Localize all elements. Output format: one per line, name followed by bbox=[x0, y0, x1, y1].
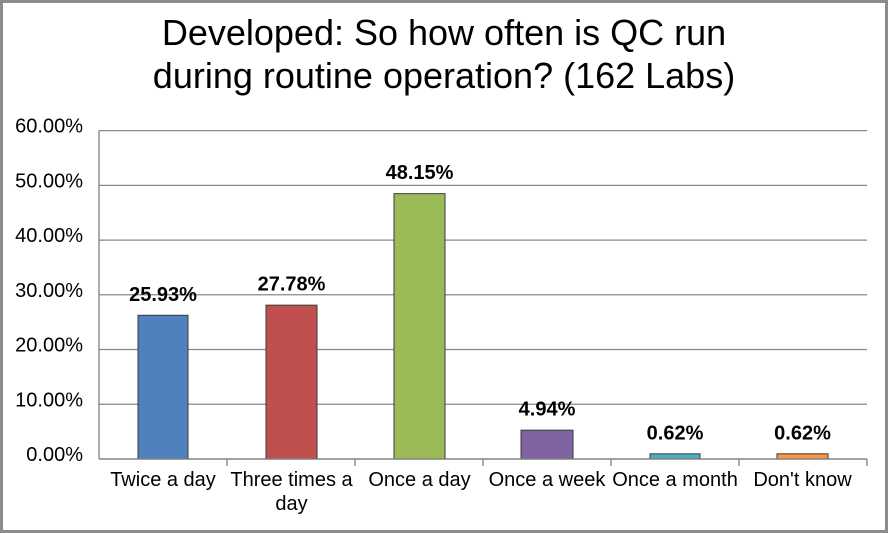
svg-text:10.00%: 10.00% bbox=[15, 389, 83, 411]
svg-text:Once a week: Once a week bbox=[489, 469, 607, 491]
svg-text:30.00%: 30.00% bbox=[15, 280, 83, 302]
svg-text:0.62%: 0.62% bbox=[647, 422, 704, 444]
svg-text:50.00%: 50.00% bbox=[15, 170, 83, 192]
svg-text:27.78%: 27.78% bbox=[258, 274, 326, 296]
svg-text:60.00%: 60.00% bbox=[15, 116, 83, 138]
svg-text:40.00%: 40.00% bbox=[15, 225, 83, 247]
svg-text:Once a month: Once a month bbox=[612, 469, 738, 491]
svg-text:20.00%: 20.00% bbox=[15, 335, 83, 357]
svg-text:25.93%: 25.93% bbox=[129, 284, 197, 306]
svg-text:Don't know: Don't know bbox=[753, 469, 852, 491]
svg-text:Once a day: Once a day bbox=[368, 469, 470, 491]
svg-text:0.62%: 0.62% bbox=[774, 422, 831, 444]
svg-text:0.00%: 0.00% bbox=[26, 444, 83, 466]
svg-text:day: day bbox=[275, 493, 307, 515]
svg-text:Twice a day: Twice a day bbox=[110, 469, 216, 491]
svg-text:4.94%: 4.94% bbox=[519, 399, 576, 421]
svg-text:48.15%: 48.15% bbox=[386, 162, 454, 184]
svg-text:Three times a: Three times a bbox=[230, 469, 353, 491]
